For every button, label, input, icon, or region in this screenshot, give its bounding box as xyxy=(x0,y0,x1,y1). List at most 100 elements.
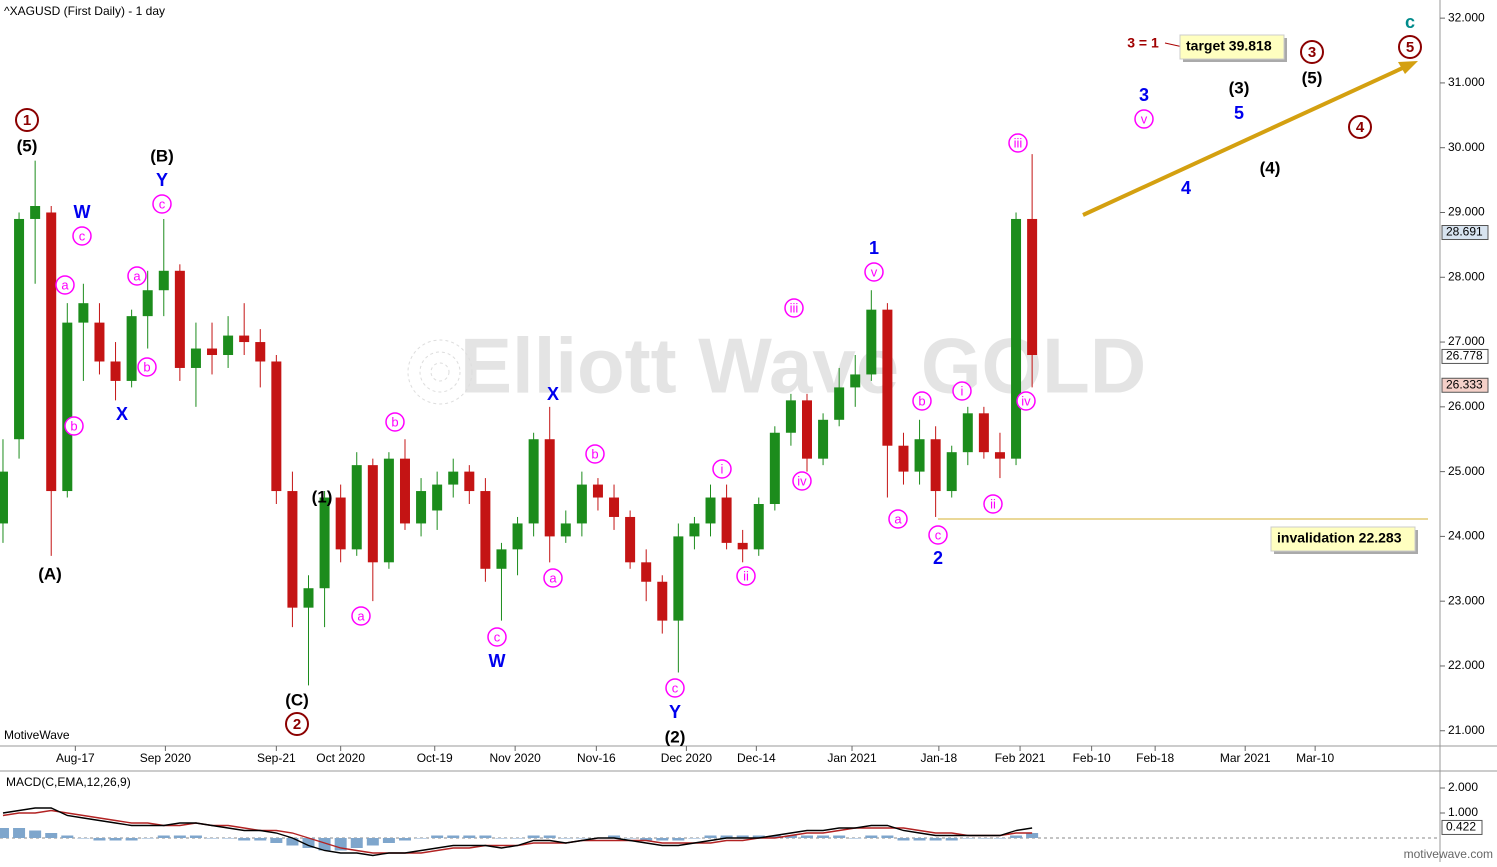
macd-line xyxy=(2,807,1033,857)
candle-body xyxy=(271,361,282,492)
watermark: Elliott Wave GOLD xyxy=(460,322,1146,410)
wave-circle xyxy=(712,459,732,479)
candle-body xyxy=(898,445,909,472)
macd-histogram-bar xyxy=(61,835,74,838)
candle-body xyxy=(367,465,378,563)
macd-histogram-bar xyxy=(366,838,379,846)
candle-body xyxy=(592,484,603,498)
macd-histogram-bar xyxy=(45,833,58,838)
macd-histogram-bar xyxy=(961,838,974,839)
wave-label: (2) xyxy=(665,727,686,746)
wave-circle xyxy=(665,678,685,698)
wave-label: 5 xyxy=(1234,103,1244,123)
wave-label: iv xyxy=(1021,393,1031,408)
macd-histogram-bar xyxy=(206,838,219,839)
wave-label: iv xyxy=(797,473,807,488)
candle-body xyxy=(721,497,732,543)
wave-circle xyxy=(1300,40,1324,64)
macd-histogram-bar xyxy=(157,835,170,838)
wave-label: (B) xyxy=(150,146,174,165)
candle-body xyxy=(560,523,571,537)
candle-body xyxy=(544,439,555,537)
price-marker-label: 26.333 xyxy=(1446,377,1483,391)
y-tick-label: 26.000 xyxy=(1448,399,1485,413)
macd-histogram-bar xyxy=(575,838,588,839)
x-tick-label: Sep-21 xyxy=(257,751,296,765)
macd-histogram-bar xyxy=(881,835,894,838)
macd-histogram-bar xyxy=(752,835,765,838)
candle-body xyxy=(769,432,780,505)
macd-histogram-bar xyxy=(929,838,942,841)
wave-label: c xyxy=(159,196,166,211)
macd-histogram-bar xyxy=(993,838,1006,839)
x-tick-label: Jan 2021 xyxy=(827,751,877,765)
wave-circle xyxy=(152,194,172,214)
candle-body xyxy=(801,400,812,459)
wave-circle xyxy=(1016,391,1036,411)
chart-title: ^XAGUSD (First Daily) - 1 day xyxy=(4,4,165,18)
macd-histogram-bar xyxy=(382,838,395,843)
macd-histogram-bar xyxy=(415,838,428,839)
candle-body xyxy=(46,212,57,492)
macd-histogram-bar xyxy=(704,835,717,838)
x-tick-label: Dec-14 xyxy=(737,751,776,765)
macd-histogram-bar xyxy=(13,828,26,838)
macd-histogram-bar xyxy=(447,835,460,838)
candle-body xyxy=(1027,218,1038,356)
y-tick-label: 23.000 xyxy=(1448,593,1485,607)
candle-body xyxy=(753,504,764,550)
macd-marker xyxy=(1441,819,1483,835)
y-tick-label: 29.000 xyxy=(1448,205,1485,219)
wave-label: a xyxy=(357,608,365,623)
macd-histogram-bar xyxy=(270,838,283,843)
candle-body xyxy=(94,322,105,362)
wave-label: (C) xyxy=(285,690,309,709)
candle-body xyxy=(351,465,362,550)
wave-circle xyxy=(1134,109,1154,129)
candle-body xyxy=(399,458,410,524)
wave-label: (5) xyxy=(17,136,38,155)
candle-body xyxy=(528,439,539,524)
macd-histogram-bar xyxy=(849,838,862,839)
x-tick-label: Sep 2020 xyxy=(140,751,192,765)
candle-body xyxy=(737,542,748,550)
wave-label: a xyxy=(61,277,69,292)
candle-body xyxy=(78,303,89,323)
macd-histogram-bar xyxy=(125,838,138,841)
macd-histogram-bar xyxy=(656,838,669,841)
macd-histogram-bar xyxy=(977,838,990,839)
wave-circle xyxy=(351,606,371,626)
wave-label: W xyxy=(489,651,506,671)
wave-label: a xyxy=(894,511,902,526)
footer: motivewave.com xyxy=(1404,847,1493,861)
candle-body xyxy=(239,335,250,343)
candle-body xyxy=(448,471,459,485)
macd-histogram-bar xyxy=(897,838,910,841)
x-tick-label: Dec 2020 xyxy=(661,751,713,765)
wave-label: b xyxy=(143,359,150,374)
price-marker xyxy=(1441,348,1489,364)
y-tick-label: 31.000 xyxy=(1448,75,1485,89)
wave-circle xyxy=(912,391,932,411)
price-marker-label: 28.691 xyxy=(1446,225,1483,239)
macd-histogram-bar xyxy=(109,838,122,841)
macd-histogram-bar xyxy=(173,835,186,838)
macd-histogram-bar xyxy=(945,838,958,841)
wave-label: c xyxy=(672,680,679,695)
wave-label: b xyxy=(918,393,925,408)
candle-body xyxy=(978,413,989,453)
wave-label: a xyxy=(549,570,557,585)
wave-circle xyxy=(928,525,948,545)
trend-arrow xyxy=(1082,64,1408,217)
macd-histogram-bar xyxy=(624,838,637,839)
candle-body xyxy=(705,497,716,524)
y-tick-label: 32.000 xyxy=(1448,10,1485,24)
wave-circle xyxy=(55,275,75,295)
candle-body xyxy=(416,491,427,524)
candle-body xyxy=(383,458,394,563)
y-tick-label: 30.000 xyxy=(1448,140,1485,154)
macd-histogram-bar xyxy=(479,835,492,838)
wave-label: 4 xyxy=(1356,119,1365,136)
price-marker xyxy=(1441,225,1489,241)
macd-title: MACD(C,EMA,12,26,9) xyxy=(6,775,131,789)
